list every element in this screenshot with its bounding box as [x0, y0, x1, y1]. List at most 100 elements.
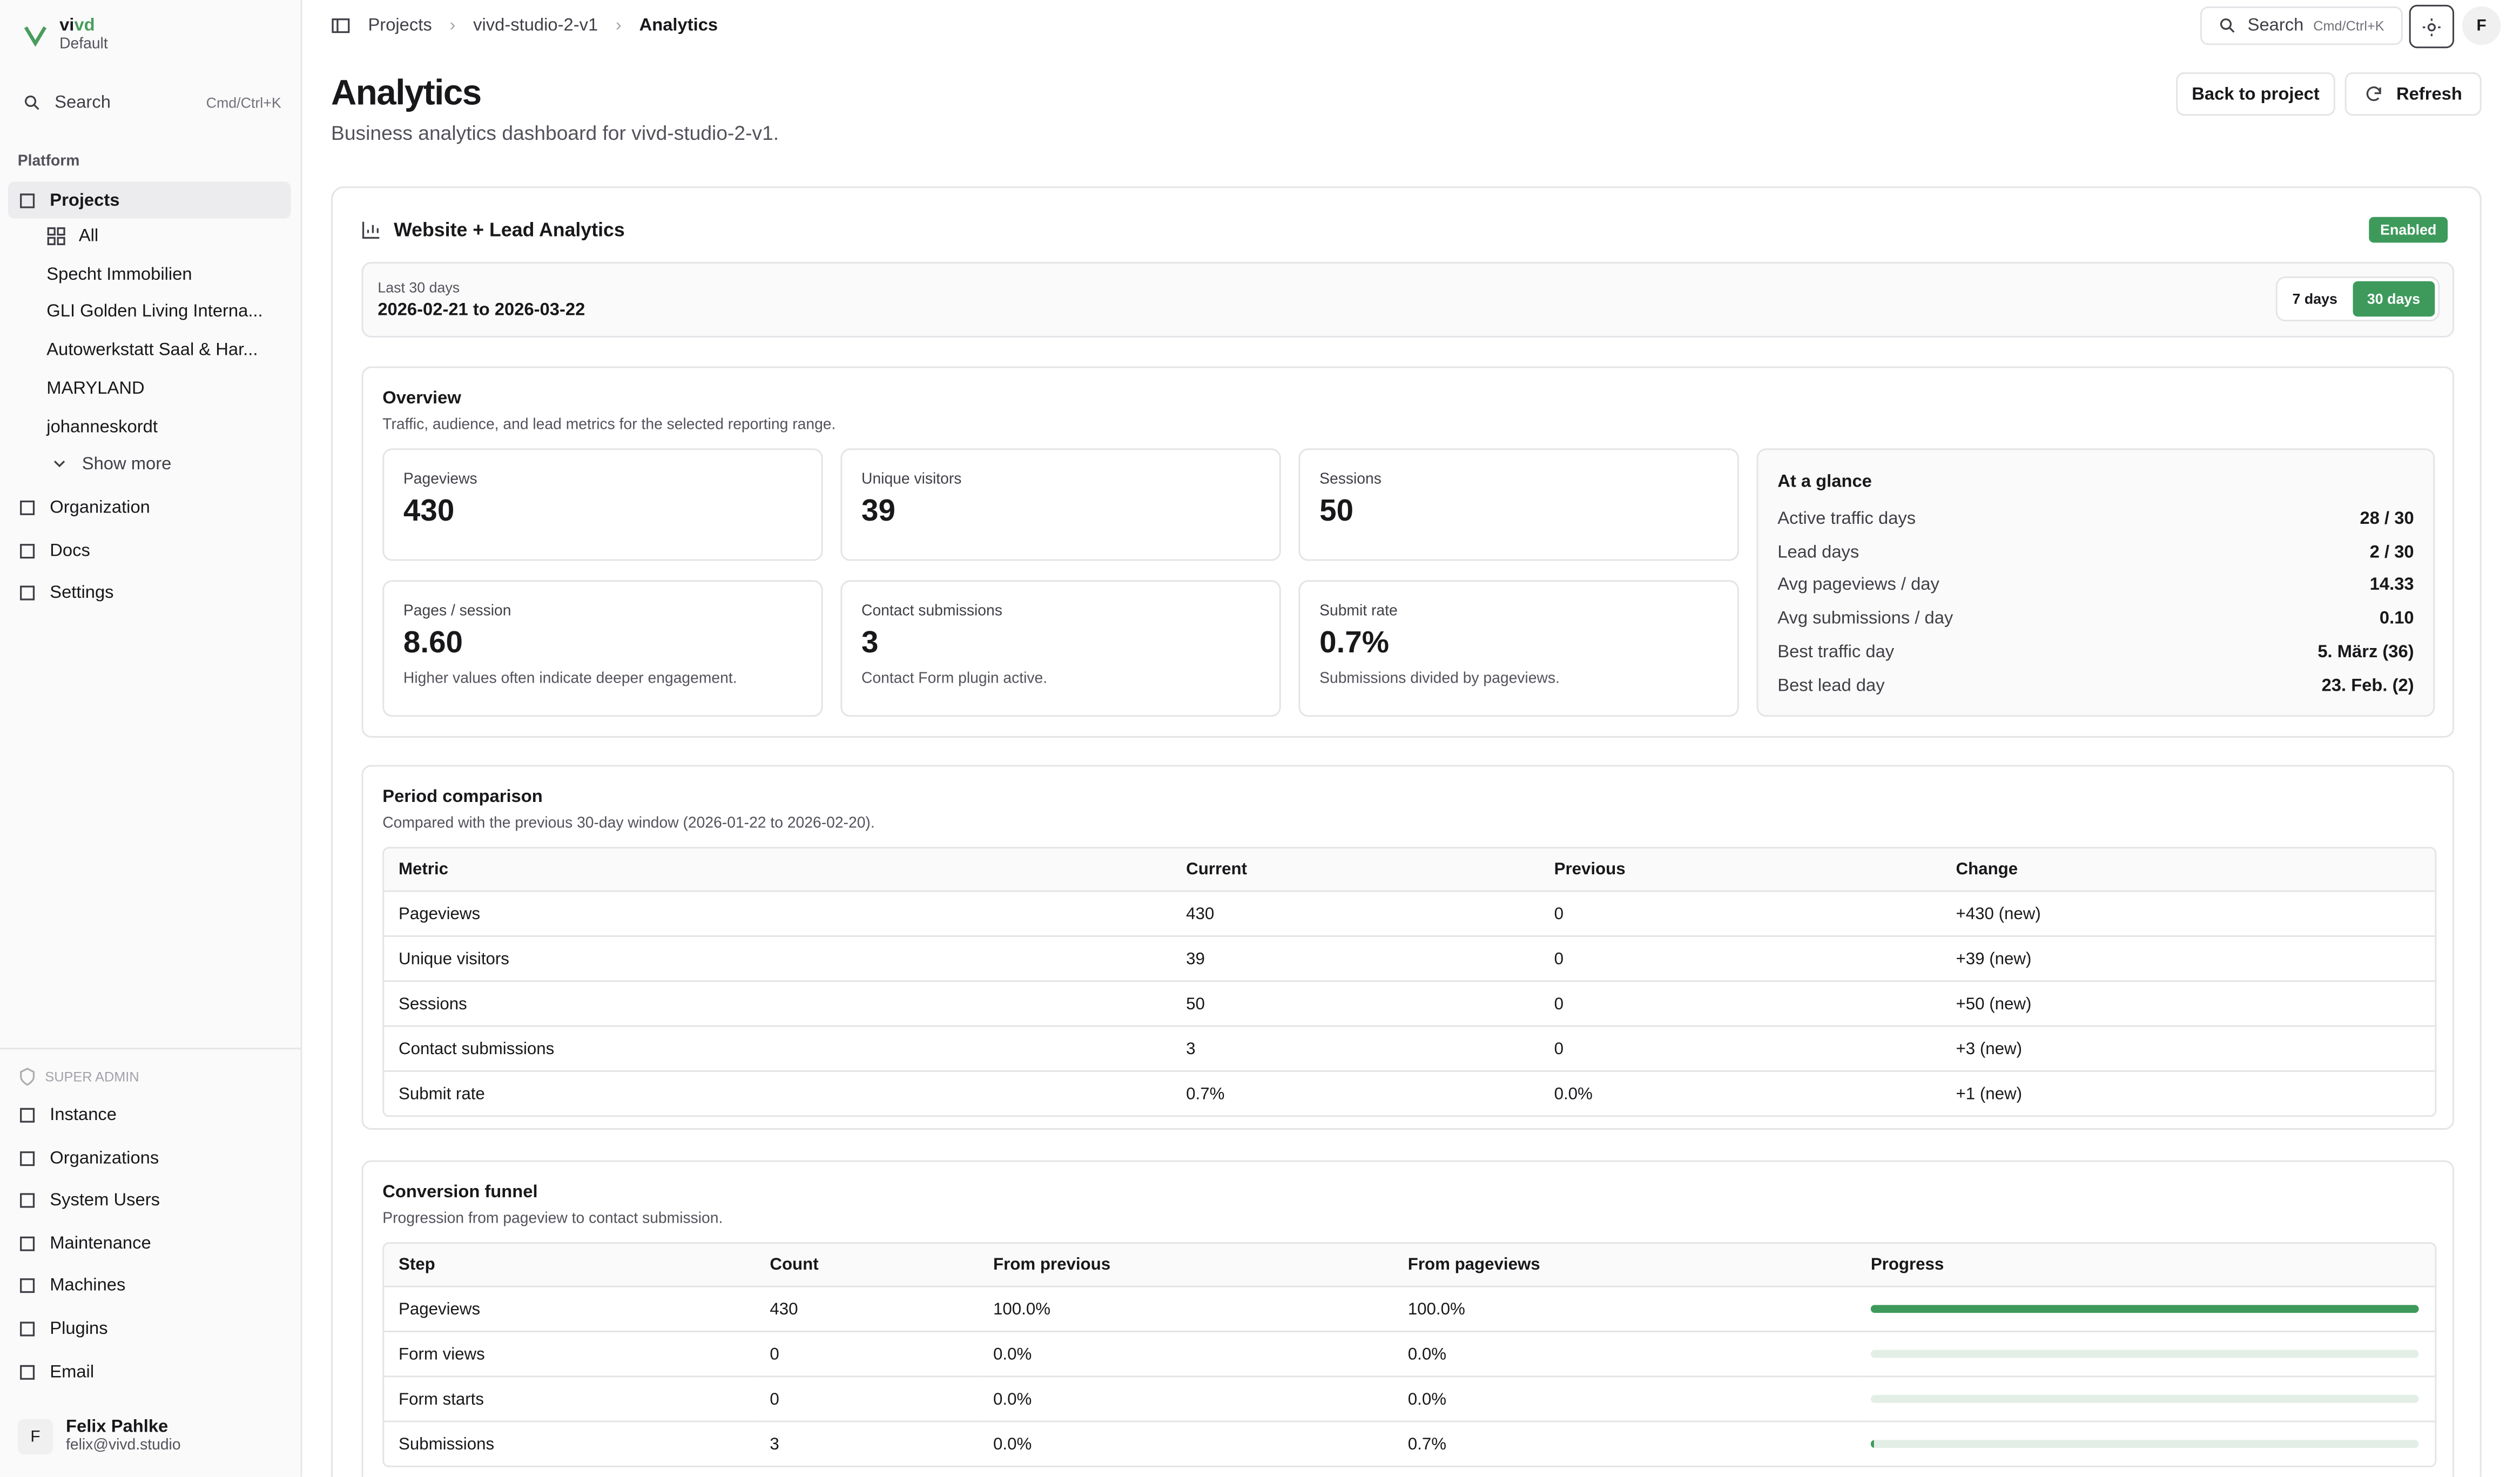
section-title: Period comparison — [382, 787, 543, 807]
admin-item[interactable]: Maintenance — [18, 1234, 151, 1253]
admin-item[interactable]: Plugins — [18, 1319, 108, 1339]
admin-item[interactable]: Machines — [18, 1277, 126, 1296]
table-row: Form starts 0 0.0% 0.0% — [384, 1375, 2435, 1422]
nav-label: Organization — [50, 498, 150, 518]
glance-value: 28 / 30 — [2360, 509, 2414, 529]
metric-note: Submissions divided by pageviews. — [1319, 670, 1560, 688]
nav-item[interactable]: Docs — [18, 541, 283, 561]
user[interactable]: F Felix Pahlke felix@vivd.studio — [17, 1417, 283, 1456]
nav-label: Docs — [50, 541, 90, 561]
range-option[interactable]: 7 days — [2292, 291, 2337, 307]
progress-track — [1870, 1350, 2419, 1358]
table-cell: 100.0% — [979, 1285, 1394, 1332]
icon — [47, 227, 65, 245]
icon — [20, 1279, 35, 1294]
metric-value: 3 — [861, 626, 879, 661]
shortcut: Cmd/Ctrl+K — [206, 95, 281, 111]
project-item[interactable]: MARYLAND — [46, 379, 272, 399]
glance-label: Best traffic day — [1777, 642, 1895, 662]
table-body: Pageviews 430 0 +430 (new) Unique visitors 39… — [384, 890, 2435, 1116]
project-item[interactable]: All — [46, 227, 272, 246]
progress-track — [1870, 1305, 2419, 1313]
brand: vivd Default — [24, 16, 108, 55]
glance-title: At a glance — [1777, 472, 1872, 492]
table-cell: 0.0% — [1539, 1070, 1942, 1116]
metric-label: Sessions — [1319, 470, 1382, 489]
top-avatar[interactable]: F — [2462, 6, 2501, 45]
table-cell: 39 — [1171, 935, 1540, 981]
brand-part: vd — [74, 16, 95, 36]
brand-name: vivd — [59, 16, 108, 36]
admin-item[interactable]: System Users — [18, 1191, 160, 1210]
separator: › — [449, 16, 456, 36]
section-title: Overview — [382, 389, 461, 408]
icon — [20, 500, 35, 515]
range-box: Last 30 days 2026-02-21 to 2026-03-22 7 da… — [361, 262, 2455, 338]
project-name: All — [78, 226, 99, 246]
table-cell: Unique visitors — [384, 935, 1172, 981]
table-row: Unique visitors 39 0 +39 (new) — [384, 935, 2435, 981]
breadcrumb-item[interactable]: vivd-studio-2-v1 — [473, 16, 598, 36]
button[interactable]: Refresh — [2344, 72, 2482, 116]
nav-label: Settings — [50, 584, 114, 604]
nav-item[interactable]: Organization — [18, 498, 283, 517]
top-search[interactable]: Search Cmd/Ctrl+K — [2200, 6, 2403, 45]
admin-item[interactable]: Organizations — [18, 1148, 159, 1168]
column-header: Count — [770, 1255, 819, 1274]
admin-label: SUPER ADMIN — [18, 1067, 139, 1087]
icon — [20, 1108, 35, 1123]
status-badge: Enabled — [2369, 217, 2448, 243]
breadcrumb-item[interactable]: Projects — [368, 16, 432, 36]
metric-value: 8.60 — [403, 626, 463, 661]
icon — [25, 95, 39, 110]
nav-item[interactable]: Projects — [8, 181, 291, 219]
table-cell: +430 (new) — [1941, 890, 2435, 936]
nav-label: Projects — [50, 190, 120, 210]
glance-value: 14.33 — [2369, 576, 2414, 596]
project-item[interactable]: GLI Golden Living Interna... — [46, 303, 272, 322]
button[interactable]: Back to project — [2176, 72, 2335, 116]
progress-fill — [1870, 1440, 1875, 1448]
progress-cell — [1856, 1330, 2435, 1377]
glance-label: Best lead day — [1777, 676, 1885, 696]
section-description: Progression from pageview to contact sub… — [382, 1210, 723, 1228]
user-name: Felix Pahlke — [66, 1417, 169, 1437]
range-option[interactable]: 30 days — [2352, 281, 2435, 317]
nav-item[interactable]: Settings — [18, 584, 283, 603]
project-name: MARYLAND — [46, 379, 145, 399]
table-cell: 0.7% — [1393, 1420, 1857, 1466]
header-row: Step Count From previous From pageviews Prog… — [384, 1244, 2435, 1286]
admin-item[interactable]: Email — [18, 1362, 94, 1381]
glance-row: Avg submissions / day 0.10 — [1777, 609, 2414, 629]
avatar: F — [17, 1419, 53, 1455]
metric-card: Submit rate 0.7% Submissions divided by pa… — [1298, 580, 1739, 717]
overview: Overview Traffic, audience, and lead metr… — [361, 366, 2455, 738]
project-item[interactable]: johanneskordt — [46, 417, 272, 436]
table-cell: +1 (new) — [1941, 1070, 2435, 1116]
table-cell: 0 — [1539, 980, 1942, 1027]
theme-toggle[interactable] — [2409, 4, 2455, 49]
show-more[interactable]: Show more — [50, 455, 171, 474]
show-more-label: Show more — [82, 455, 172, 474]
progress-track — [1870, 1394, 2419, 1403]
project-item[interactable]: Specht Immobilien — [46, 265, 272, 284]
sidebar-search[interactable]: Search Cmd/Ctrl+K — [23, 93, 281, 112]
icon — [20, 1068, 35, 1086]
metric-card: Contact submissions 3 Contact Form plugin … — [840, 580, 1281, 717]
column-header: Current — [1186, 860, 1247, 879]
project-item[interactable]: Autowerkstatt Saal & Har... — [46, 341, 272, 360]
workspace: Default — [59, 35, 108, 53]
column-header: From previous — [993, 1255, 1111, 1274]
nav-label: Machines — [50, 1276, 126, 1296]
icon — [20, 1321, 35, 1337]
metric-value: 50 — [1319, 495, 1354, 529]
table-cell: Form views — [384, 1330, 756, 1377]
metric-value: 39 — [861, 495, 895, 529]
progress-track — [1870, 1440, 2419, 1448]
admin-item[interactable]: Instance — [18, 1105, 117, 1125]
table-row: Form views 0 0.0% 0.0% — [384, 1330, 2435, 1377]
glance-value: 5. März (36) — [2317, 642, 2414, 662]
logo — [24, 26, 47, 47]
metric-card: Unique visitors 39 — [840, 448, 1281, 561]
table-cell: +39 (new) — [1941, 935, 2435, 981]
